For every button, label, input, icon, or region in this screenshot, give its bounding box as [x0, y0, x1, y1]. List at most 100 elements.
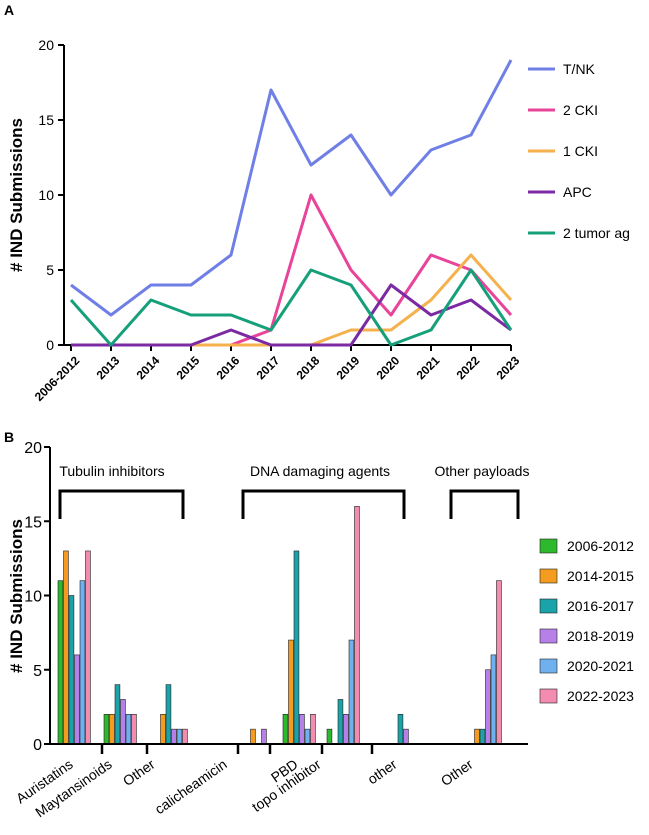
bar	[131, 713, 137, 745]
bar	[57, 580, 64, 745]
group-brackets-b: Tubulin inhibitors DNA damaging agents Oth…	[58, 463, 530, 519]
x-tick-label-a: 2018	[294, 353, 323, 382]
bar	[474, 728, 480, 745]
y-axis-a: 0 5 10 15 20	[38, 37, 65, 353]
y-tick-label-a: 5	[46, 262, 54, 278]
bar	[261, 728, 267, 745]
series-line-2-cki	[71, 193, 513, 347]
legend-label-a: APC	[563, 184, 592, 200]
x-tick-label-b: Other	[438, 756, 476, 789]
x-tick-label-a: 2014	[134, 353, 163, 382]
bar	[326, 728, 333, 745]
x-tick-label-a: 2020	[374, 353, 403, 382]
y-tick-label-a: 0	[46, 337, 54, 353]
legend-label-b: 2022-2023	[567, 688, 634, 704]
x-tick-label-a: 2006-2012	[32, 353, 83, 404]
y-tick-label-b: 15	[24, 514, 42, 531]
y-tick-label-a: 15	[38, 112, 54, 128]
legend-swatch-b	[539, 538, 558, 554]
bar	[496, 580, 502, 745]
bar	[68, 595, 75, 745]
bar	[109, 713, 115, 745]
x-tick-label-a: 2021	[414, 353, 443, 382]
legend-label-b: 2016-2017	[567, 598, 634, 614]
bar	[63, 550, 69, 745]
legend-label-b: 2014-2015	[567, 568, 634, 584]
bar	[310, 713, 316, 745]
series-lines-a	[69, 59, 513, 347]
x-tick-label-a: 2015	[174, 353, 203, 382]
bar	[120, 699, 126, 745]
group-label: Tubulin inhibitors	[59, 463, 164, 479]
y-tick-label-b: 0	[33, 737, 42, 754]
series-line-apc	[71, 283, 512, 347]
bar	[354, 506, 360, 745]
legend-label-a: 2 tumor ag	[563, 225, 630, 241]
legend-label-a: 1 CKI	[563, 143, 598, 159]
bar	[85, 550, 91, 745]
x-tick-label-b: Other	[120, 756, 158, 789]
bar	[171, 728, 177, 745]
bar	[103, 713, 110, 745]
y-axis-label-a: # IND Submissions	[7, 118, 26, 272]
legend-swatch-b	[539, 568, 558, 584]
panel-label-b: B	[4, 429, 14, 445]
x-axis-a: 2006-2012 2013 2014 2015 2016 2017 2018 2019 202…	[32, 344, 523, 404]
legend-swatch-b	[539, 688, 558, 704]
bar	[74, 654, 80, 745]
legend-b: 2006-2012 2014-2015 2016-2017 2018-2019 2020…	[539, 538, 634, 704]
x-tick-label-b: calicheamicin	[152, 756, 230, 817]
group-label: Other payloads	[435, 463, 530, 479]
x-tick-label-a: 2023	[494, 353, 523, 382]
bar	[397, 713, 404, 745]
legend-label-b: 2020-2021	[567, 658, 634, 674]
group-bracket	[58, 489, 185, 519]
panel-label-a: A	[4, 2, 14, 18]
bar	[479, 728, 486, 745]
legend-label-b: 2006-2012	[567, 538, 634, 554]
y-tick-label-a: 10	[38, 187, 54, 203]
x-tick-label-a: 2016	[214, 353, 243, 382]
legend-label-b: 2018-2019	[567, 628, 634, 644]
legend-swatch-b	[539, 598, 558, 614]
x-tick-label-a: 2017	[254, 353, 283, 382]
bar	[304, 728, 311, 745]
legend-swatch-b	[539, 658, 558, 674]
series-line-t-nk	[70, 59, 513, 317]
y-axis-label-b: # IND Submissions	[7, 519, 26, 673]
series-line-2-tumor-ag	[69, 268, 513, 347]
legend-label-a: T/NK	[563, 61, 596, 77]
group-label: DNA damaging agents	[250, 463, 390, 479]
bar	[79, 580, 86, 745]
bar	[337, 699, 344, 745]
y-axis-b: 0 5 10 15 20	[24, 440, 51, 754]
bar	[160, 713, 166, 745]
bar	[293, 550, 300, 745]
group-bracket	[241, 489, 406, 519]
bar	[114, 684, 121, 745]
bar	[182, 728, 188, 745]
bar	[125, 713, 132, 745]
bar	[485, 669, 491, 745]
x-tick-label-a: 2022	[454, 353, 483, 382]
x-tick-label-a: 2019	[334, 353, 363, 382]
bar	[403, 728, 409, 745]
bar	[490, 654, 497, 745]
y-tick-label-b: 10	[24, 589, 42, 606]
y-tick-label-b: 20	[24, 440, 42, 457]
bar	[348, 639, 355, 745]
bar	[282, 713, 289, 745]
bar	[176, 728, 183, 745]
legend-a: T/NK 2 CKI 1 CKI APC 2 tumor ag	[528, 61, 630, 241]
y-tick-label-b: 5	[33, 663, 42, 680]
legend-swatch-b	[539, 628, 558, 644]
bar	[250, 728, 256, 745]
group-bracket	[449, 489, 520, 519]
y-tick-label-a: 20	[38, 37, 54, 53]
x-tick-label-a: 2013	[94, 353, 123, 382]
bar	[299, 713, 305, 745]
